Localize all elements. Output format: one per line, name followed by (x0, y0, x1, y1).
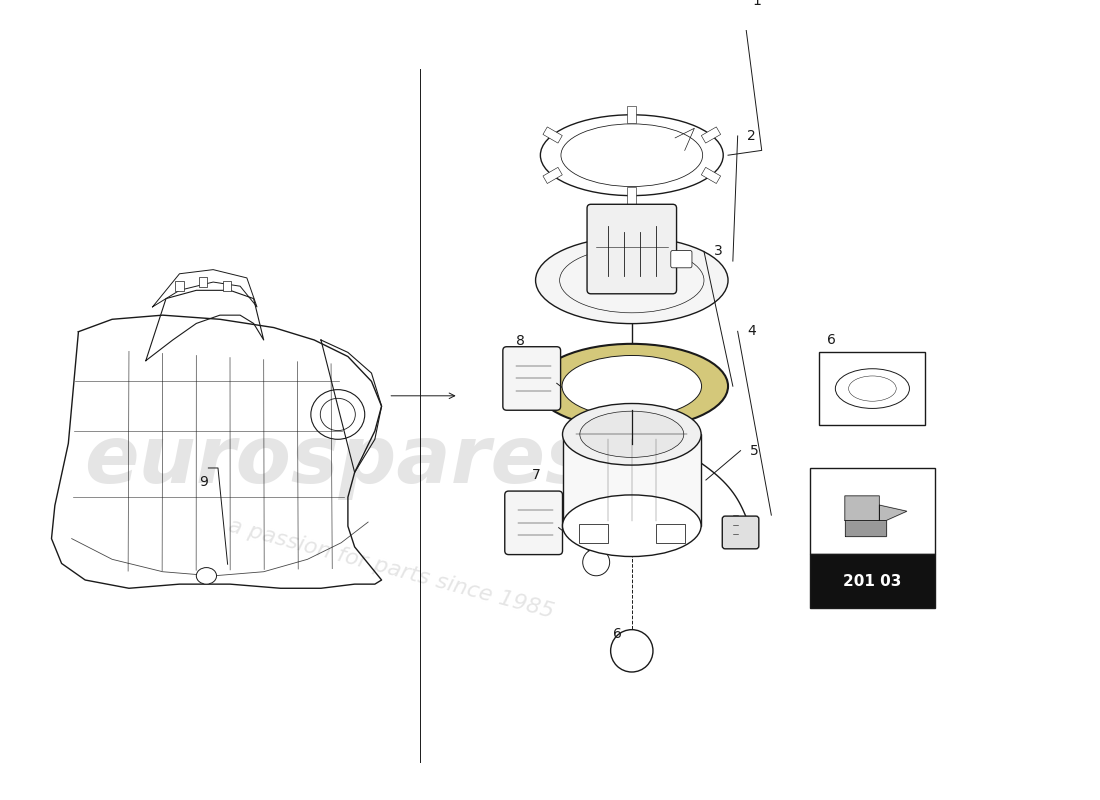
Bar (820, 353, 925, 425)
Ellipse shape (536, 344, 728, 429)
Text: 6: 6 (613, 627, 621, 642)
Ellipse shape (536, 237, 728, 324)
Bar (627, 106, 636, 123)
Text: 5: 5 (750, 444, 759, 458)
Circle shape (583, 549, 609, 576)
FancyBboxPatch shape (723, 516, 759, 549)
Text: 4: 4 (747, 324, 756, 338)
Bar (175, 282, 184, 291)
Bar (702, 127, 721, 143)
Ellipse shape (562, 355, 702, 417)
Text: 1: 1 (752, 0, 761, 8)
Ellipse shape (562, 495, 701, 557)
Text: 8: 8 (516, 334, 525, 348)
Text: 7: 7 (532, 468, 541, 482)
Bar (702, 167, 721, 183)
Text: 3: 3 (714, 245, 723, 258)
FancyBboxPatch shape (505, 491, 562, 554)
Bar (810, 554, 935, 607)
Bar (562, 434, 701, 526)
Ellipse shape (580, 411, 684, 458)
FancyBboxPatch shape (503, 346, 561, 410)
Bar (543, 167, 562, 183)
Bar (656, 524, 684, 543)
Ellipse shape (562, 403, 701, 465)
FancyBboxPatch shape (587, 204, 676, 294)
Text: 6: 6 (827, 333, 836, 346)
FancyBboxPatch shape (671, 250, 692, 268)
Text: a passion for parts since 1985: a passion for parts since 1985 (227, 516, 557, 622)
Polygon shape (845, 496, 906, 521)
Bar (627, 187, 636, 204)
Text: eurospares: eurospares (84, 422, 593, 500)
Bar (579, 524, 607, 543)
Text: 201 03: 201 03 (844, 574, 902, 589)
Bar (199, 277, 207, 287)
Bar (810, 468, 935, 554)
Bar (543, 127, 562, 143)
Text: 9: 9 (199, 475, 208, 490)
Polygon shape (845, 521, 887, 536)
Text: 2: 2 (747, 129, 756, 143)
Bar (222, 282, 231, 291)
Circle shape (583, 408, 609, 435)
Circle shape (610, 630, 653, 672)
Ellipse shape (196, 567, 217, 584)
FancyBboxPatch shape (641, 421, 667, 440)
